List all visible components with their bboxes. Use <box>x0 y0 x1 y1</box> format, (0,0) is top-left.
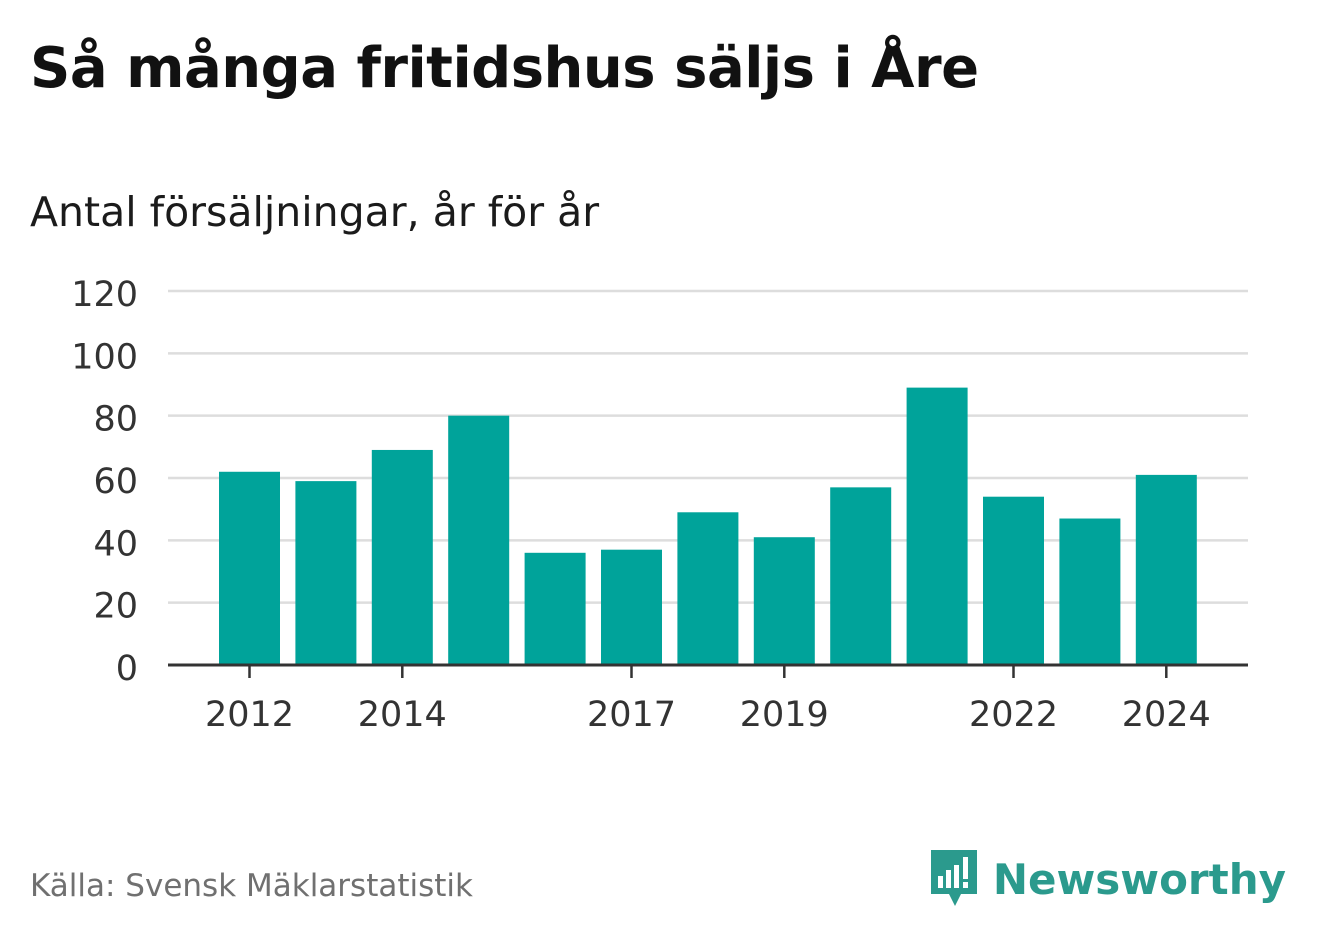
bar-2019 <box>753 537 815 665</box>
chart-subtitle: Antal försäljningar, år för år <box>30 188 600 236</box>
bar-2013 <box>295 481 357 665</box>
bar-2023 <box>1059 518 1121 665</box>
bar-2018 <box>677 512 739 665</box>
x-tick-label: 2017 <box>587 695 676 735</box>
chart-title: Så många fritidshus säljs i Åre <box>30 36 979 101</box>
x-tick-label: 2014 <box>358 695 447 735</box>
bar-chart: 0 20 40 60 80 100 120 2012 2014 2017 2019 2022 2024 <box>71 275 1248 735</box>
y-tick-label: 0 <box>116 649 138 689</box>
bar-2024 <box>1135 474 1197 665</box>
bar-2016 <box>524 552 586 665</box>
bar-2021 <box>906 387 968 665</box>
x-tick-label: 2012 <box>205 695 294 735</box>
x-tick-label: 2022 <box>969 695 1058 735</box>
y-tick-label: 60 <box>93 462 138 502</box>
bar-2012 <box>219 471 280 665</box>
source-note: Källa: Svensk Mäklarstatistik <box>30 868 473 904</box>
y-tick-label: 20 <box>93 587 138 627</box>
bar-2022 <box>983 496 1044 665</box>
bar-2015 <box>448 415 510 665</box>
x-tick-label: 2024 <box>1122 695 1211 735</box>
bar-2017 <box>601 549 662 665</box>
y-tick-label: 120 <box>71 275 138 315</box>
y-tick-label: 80 <box>93 400 138 440</box>
y-tick-label: 100 <box>71 337 138 377</box>
newsworthy-logo-icon <box>930 850 977 906</box>
x-tick-label: 2019 <box>740 695 829 735</box>
bar-2014 <box>371 449 433 665</box>
brand-logo: Newsworthy <box>929 848 1286 910</box>
brand-name: Newsworthy <box>992 854 1286 904</box>
bar-2020 <box>830 487 892 665</box>
y-tick-label: 40 <box>93 524 138 564</box>
